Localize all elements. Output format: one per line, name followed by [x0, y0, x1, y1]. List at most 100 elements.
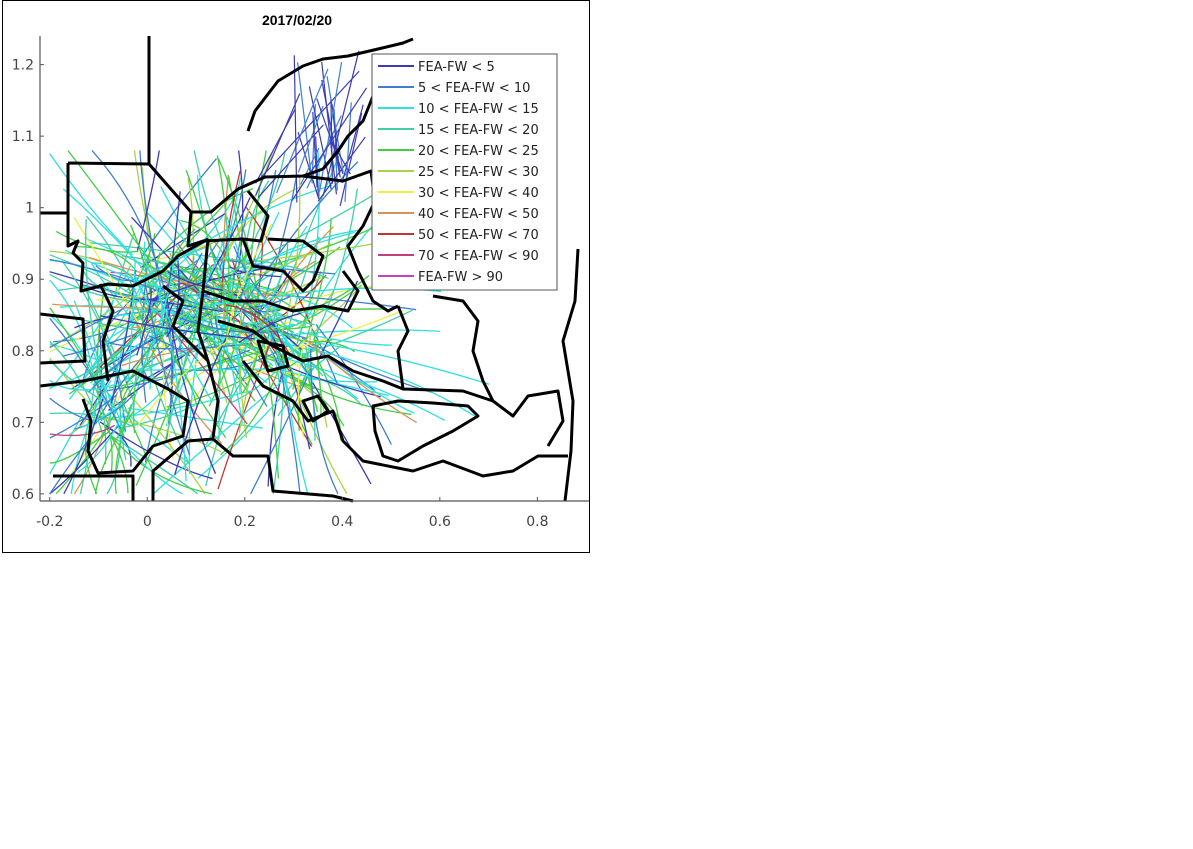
border-line	[53, 437, 354, 503]
border-line	[162, 284, 210, 363]
trajectory-line	[239, 229, 359, 281]
trajectory-line	[300, 147, 320, 185]
trajectory-line	[121, 399, 154, 471]
trajectory-line	[291, 87, 368, 202]
trajectory-line	[339, 112, 363, 207]
trajectory-line	[312, 329, 322, 416]
trajectory-line	[188, 252, 249, 339]
trajectory-line	[167, 220, 257, 305]
legend-label: 30 < FEA-FW < 40	[418, 186, 539, 201]
trajectory-line	[170, 260, 263, 311]
trajectory-line	[277, 366, 412, 416]
trajectory-line	[82, 284, 136, 405]
trajectory-line	[136, 150, 160, 251]
trajectory-line	[167, 271, 224, 291]
trajectory-line	[105, 426, 129, 494]
y-tick-label: 1.2	[12, 58, 34, 74]
trajectory-line	[317, 280, 359, 362]
trajectory-line	[297, 368, 312, 431]
chart-frame: 2017/02/20 0.6 0.7 0.8 0.9 1 1.1 1.2 -0.2 0 0.2 0.…	[2, 0, 590, 553]
trajectory-line	[297, 339, 305, 438]
trajectory-line	[281, 338, 309, 495]
trajectory-line	[297, 105, 324, 173]
trajectory-line	[280, 175, 301, 335]
trajectory-line	[218, 259, 282, 313]
trajectory-line	[129, 372, 179, 418]
trajectory-line	[174, 327, 232, 476]
trajectory-line	[321, 61, 338, 195]
trajectory-line	[181, 252, 203, 318]
y-tick-label: 0.7	[12, 415, 34, 431]
border-line	[241, 360, 568, 478]
trajectory-line	[208, 311, 246, 407]
trajectory-line	[311, 104, 316, 181]
trajectory-line	[315, 136, 319, 197]
trajectory-line	[255, 109, 296, 184]
trajectory-line	[55, 387, 129, 495]
legend-label: 40 < FEA-FW < 50	[418, 207, 539, 222]
trajectory-line	[293, 55, 298, 203]
trajectory-line	[75, 246, 135, 269]
x-tick-label: 0.6	[429, 514, 451, 530]
border-line	[217, 319, 494, 403]
trajectory-line	[220, 170, 241, 304]
border-line	[396, 294, 565, 447]
trajectory-line	[305, 339, 418, 424]
trajectory-line	[85, 219, 109, 402]
legend-label: 10 < FEA-FW < 15	[418, 102, 539, 117]
trajectory-line	[182, 314, 265, 351]
trajectory-line	[225, 223, 273, 341]
trajectory-line	[250, 368, 312, 495]
trajectory-line	[238, 348, 268, 407]
trajectory-line	[258, 298, 314, 384]
trajectory-line	[240, 296, 291, 311]
trajectory-line	[94, 409, 135, 494]
legend-label: 50 < FEA-FW < 70	[418, 228, 539, 243]
y-tick-label: 1.1	[12, 129, 34, 145]
trajectory-line	[244, 150, 286, 261]
trajectory-line	[152, 374, 291, 495]
y-tick-label: 0.6	[12, 487, 34, 503]
border-line	[40, 161, 209, 293]
trajectory-line	[193, 150, 230, 260]
trajectory-line	[276, 68, 329, 194]
trajectory-line	[232, 208, 250, 288]
border-line	[241, 237, 325, 293]
legend-label: 20 < FEA-FW < 25	[418, 144, 539, 159]
border-line	[301, 394, 330, 423]
x-tick-label: 0.8	[526, 514, 548, 530]
trajectory-line	[120, 404, 196, 429]
trajectory-line	[64, 249, 239, 304]
trajectory-line	[222, 174, 230, 323]
trajectory-line	[272, 377, 285, 494]
trajectory-line	[288, 372, 348, 495]
trajectory-line	[49, 306, 128, 349]
trajectory-line	[312, 111, 318, 188]
trajectory-line	[147, 268, 214, 403]
trajectory-line	[177, 277, 322, 323]
trajectory-line	[296, 62, 313, 184]
trajectory-line	[310, 349, 339, 495]
trajectory-line	[223, 219, 229, 266]
border-line	[39, 312, 190, 475]
trajectory-line	[73, 217, 146, 336]
trajectory-line	[49, 426, 119, 495]
trajectory-line	[77, 411, 125, 474]
trajectory-line	[218, 302, 226, 440]
x-tick-label: 0.2	[234, 514, 256, 530]
border-line	[561, 248, 580, 502]
country-borders	[39, 36, 580, 503]
trajectory-line	[250, 320, 294, 329]
trajectory-line	[238, 312, 301, 344]
trajectory-line	[100, 315, 255, 340]
trajectory-line	[52, 303, 158, 309]
trajectory-line	[159, 319, 310, 331]
trajectory-line	[150, 267, 269, 301]
x-tick-label: 0	[143, 514, 152, 530]
legend-label: FEA-FW > 90	[418, 270, 503, 285]
trajectory-line	[117, 436, 183, 495]
trajectory-line	[259, 329, 441, 339]
trajectory-line	[287, 366, 381, 398]
trajectory-line	[254, 295, 280, 479]
trajectory-line	[179, 233, 227, 328]
